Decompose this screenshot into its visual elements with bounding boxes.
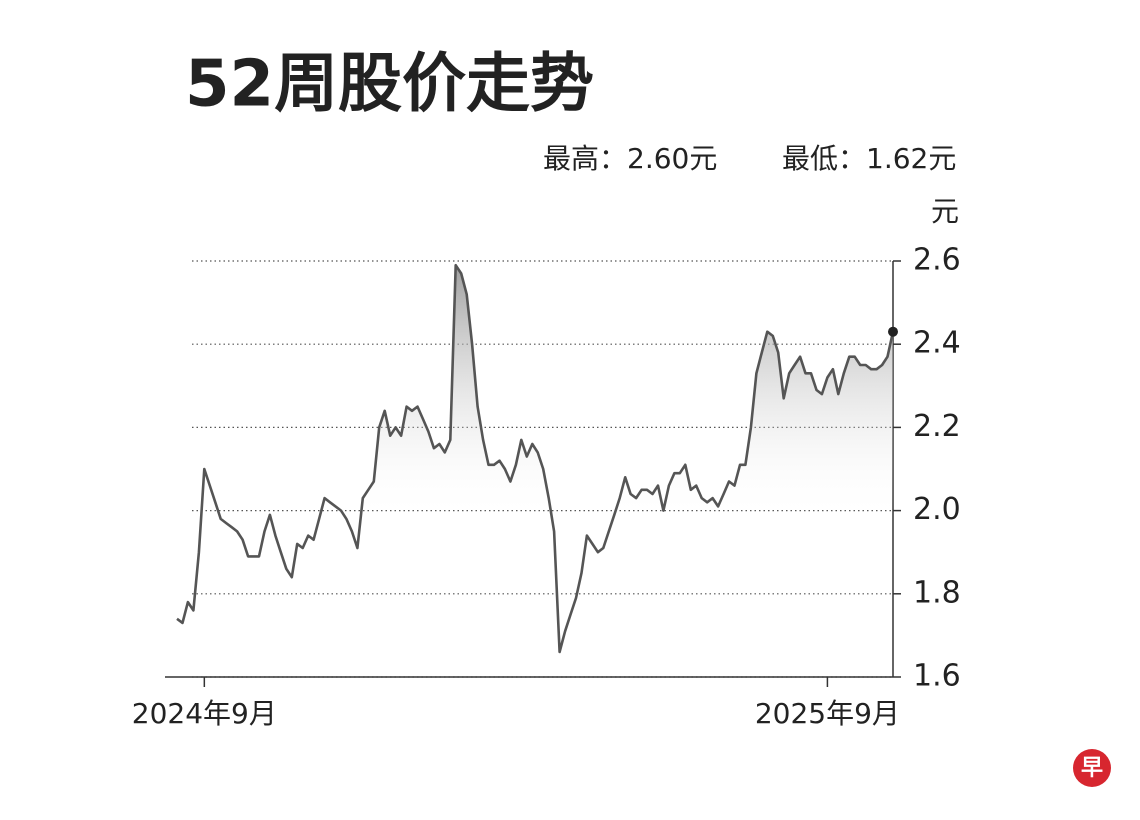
y-tick-label: 2.2 [913,409,961,444]
price-line [176,263,895,654]
x-tick-label: 2025年9月 [755,697,900,730]
logo-badge [1073,749,1111,787]
y-tick-label: 1.6 [913,659,961,694]
y-axis-unit: 元 [931,195,959,228]
y-tick-label: 2.6 [913,243,961,278]
x-tick-label: 2024年9月 [132,697,277,730]
subtitle: 最低：1.62元 [782,142,956,175]
y-tick-label: 2.4 [913,326,961,361]
area [177,265,893,677]
last-point [888,326,898,337]
subtitle: 最高：2.60元 [543,142,717,175]
y-tick-label: 1.8 [913,575,961,610]
chart-title: 52周股价走势 [185,48,594,122]
logo: 早 [1081,756,1103,781]
y-tick-label: 2.0 [913,492,961,527]
